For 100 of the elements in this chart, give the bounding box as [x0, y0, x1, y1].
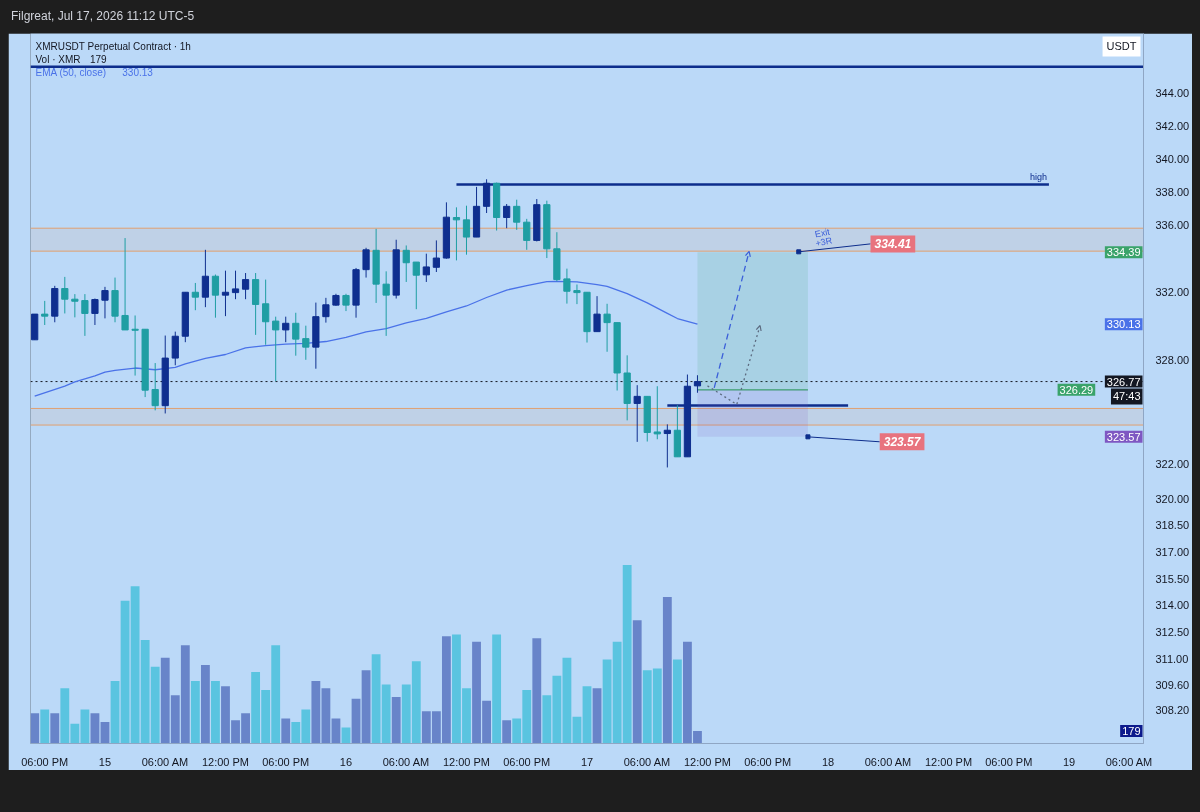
candlestick: [523, 218, 531, 251]
annotation: 334.39: [1106, 246, 1141, 259]
x-tick-label: 12:00 PM: [201, 755, 250, 768]
candlestick: [41, 300, 49, 326]
y-tick-label: 314.00: [1155, 599, 1190, 612]
bar: [50, 713, 60, 744]
y-tick-label: 311.00: [1155, 653, 1189, 666]
y-tick-label: 342.00: [1155, 119, 1190, 132]
candlestick: [302, 325, 310, 361]
y-tick-label: 344.00: [1155, 87, 1190, 100]
bar: [672, 659, 682, 744]
x-tick-label: 06:00 AM: [382, 755, 430, 768]
bar: [592, 688, 602, 744]
candlestick: [382, 270, 390, 337]
bar: [361, 670, 371, 744]
candlestick: [412, 261, 420, 310]
x-tick-label: 06:00 AM: [623, 755, 671, 768]
candlestick: [653, 385, 661, 440]
x-tick-label: 06:00 PM: [503, 755, 551, 768]
candlestick: [362, 247, 370, 279]
x-tick-label: 06:00 PM: [262, 755, 310, 768]
bar: [582, 686, 592, 744]
candlestick: [563, 268, 571, 305]
bar: [281, 718, 291, 744]
bar: [391, 697, 401, 744]
y-tick-label: 309.60: [1155, 678, 1190, 691]
chart-title: Vol · XMR: [35, 53, 81, 65]
candlestick: [633, 384, 641, 443]
x-tick-label: 06:00 PM: [985, 755, 1033, 768]
candlestick: [663, 423, 671, 468]
x-tick-label: 06:00 AM: [1105, 755, 1153, 768]
candlestick: [101, 286, 109, 319]
annotation: 323.57: [1106, 430, 1141, 443]
x-tick-label: 06:00 AM: [864, 755, 912, 768]
candlestick: [81, 293, 89, 337]
candlestick: [432, 239, 440, 273]
y-axis-title: USDT: [1106, 40, 1137, 53]
text: Exit +3R: [813, 226, 834, 249]
candlestick: [462, 205, 471, 256]
candlestick: [171, 331, 179, 366]
candlestick: [61, 276, 69, 314]
candlestick: [262, 279, 270, 346]
y-tick-label: 320.00: [1155, 493, 1190, 506]
bar: [632, 620, 642, 744]
bar: [492, 634, 502, 744]
x-tick-label: 12:00 PM: [442, 755, 491, 768]
y-tick-label: 332.00: [1155, 286, 1190, 299]
annotation: 326.29: [1059, 383, 1094, 396]
candlestick: [131, 314, 139, 377]
candlestick: [452, 206, 461, 261]
annotation: 323.57: [883, 435, 922, 450]
bar: [190, 681, 200, 744]
text: Filgreat, Jul 17, 2026 11:12 UTC-5: [11, 8, 195, 25]
y-tick-label: 308.20: [1155, 704, 1190, 717]
x-tick-label: 19: [1062, 755, 1076, 768]
x-tick-label: 18: [821, 755, 835, 768]
candlestick: [121, 237, 129, 331]
candlestick: [241, 272, 250, 300]
bar: [211, 681, 220, 744]
x-tick-label: 16: [339, 755, 353, 768]
y-tick-label: 312.50: [1155, 626, 1190, 639]
bar: [200, 664, 210, 744]
x-tick-label: 17: [580, 755, 594, 768]
bar: [30, 713, 40, 744]
candlestick: [573, 283, 581, 305]
candlestick: [513, 199, 521, 231]
bar: [662, 597, 672, 744]
bar: [341, 727, 351, 744]
text: XMRUSDT Perpetual Contract · 1h: [35, 40, 191, 52]
candlestick: [151, 362, 159, 411]
y-tick-label: 322.00: [1155, 458, 1190, 471]
x-tick-label: 06:00 PM: [744, 755, 792, 768]
annotation: 334.41: [874, 237, 912, 252]
x-tick-label: 12:00 PM: [924, 755, 973, 768]
ref-line-label: 326.77 47:43: [1106, 375, 1141, 403]
candlestick: [402, 244, 410, 283]
x-tick-label: 15: [98, 755, 112, 768]
y-tick-label: 340.00: [1155, 152, 1190, 165]
candlestick: [221, 270, 230, 317]
candlestick: [292, 312, 300, 357]
candlestick: [593, 295, 601, 333]
x-tick-label: 06:00 AM: [141, 755, 189, 768]
candlestick: [201, 249, 210, 308]
candlestick: [422, 253, 430, 283]
candlestick: [71, 293, 79, 318]
candlestick: [91, 298, 99, 326]
text: EMA (50, close): [35, 66, 107, 78]
series-label: high: [1029, 171, 1047, 182]
bar: [40, 709, 50, 744]
bar: [90, 713, 100, 744]
y-tick-label: 336.00: [1155, 219, 1190, 232]
y-tick-label: 317.00: [1155, 546, 1190, 558]
candlestick: [191, 282, 199, 311]
candlestick: [211, 274, 220, 319]
bar: [120, 600, 130, 744]
candlestick: [503, 203, 511, 229]
y-tick-label: 338.00: [1155, 185, 1190, 198]
y-tick-label: 328.00: [1155, 354, 1190, 367]
candlestick: [282, 316, 290, 343]
x-tick-label: 06:00 PM: [21, 755, 69, 768]
